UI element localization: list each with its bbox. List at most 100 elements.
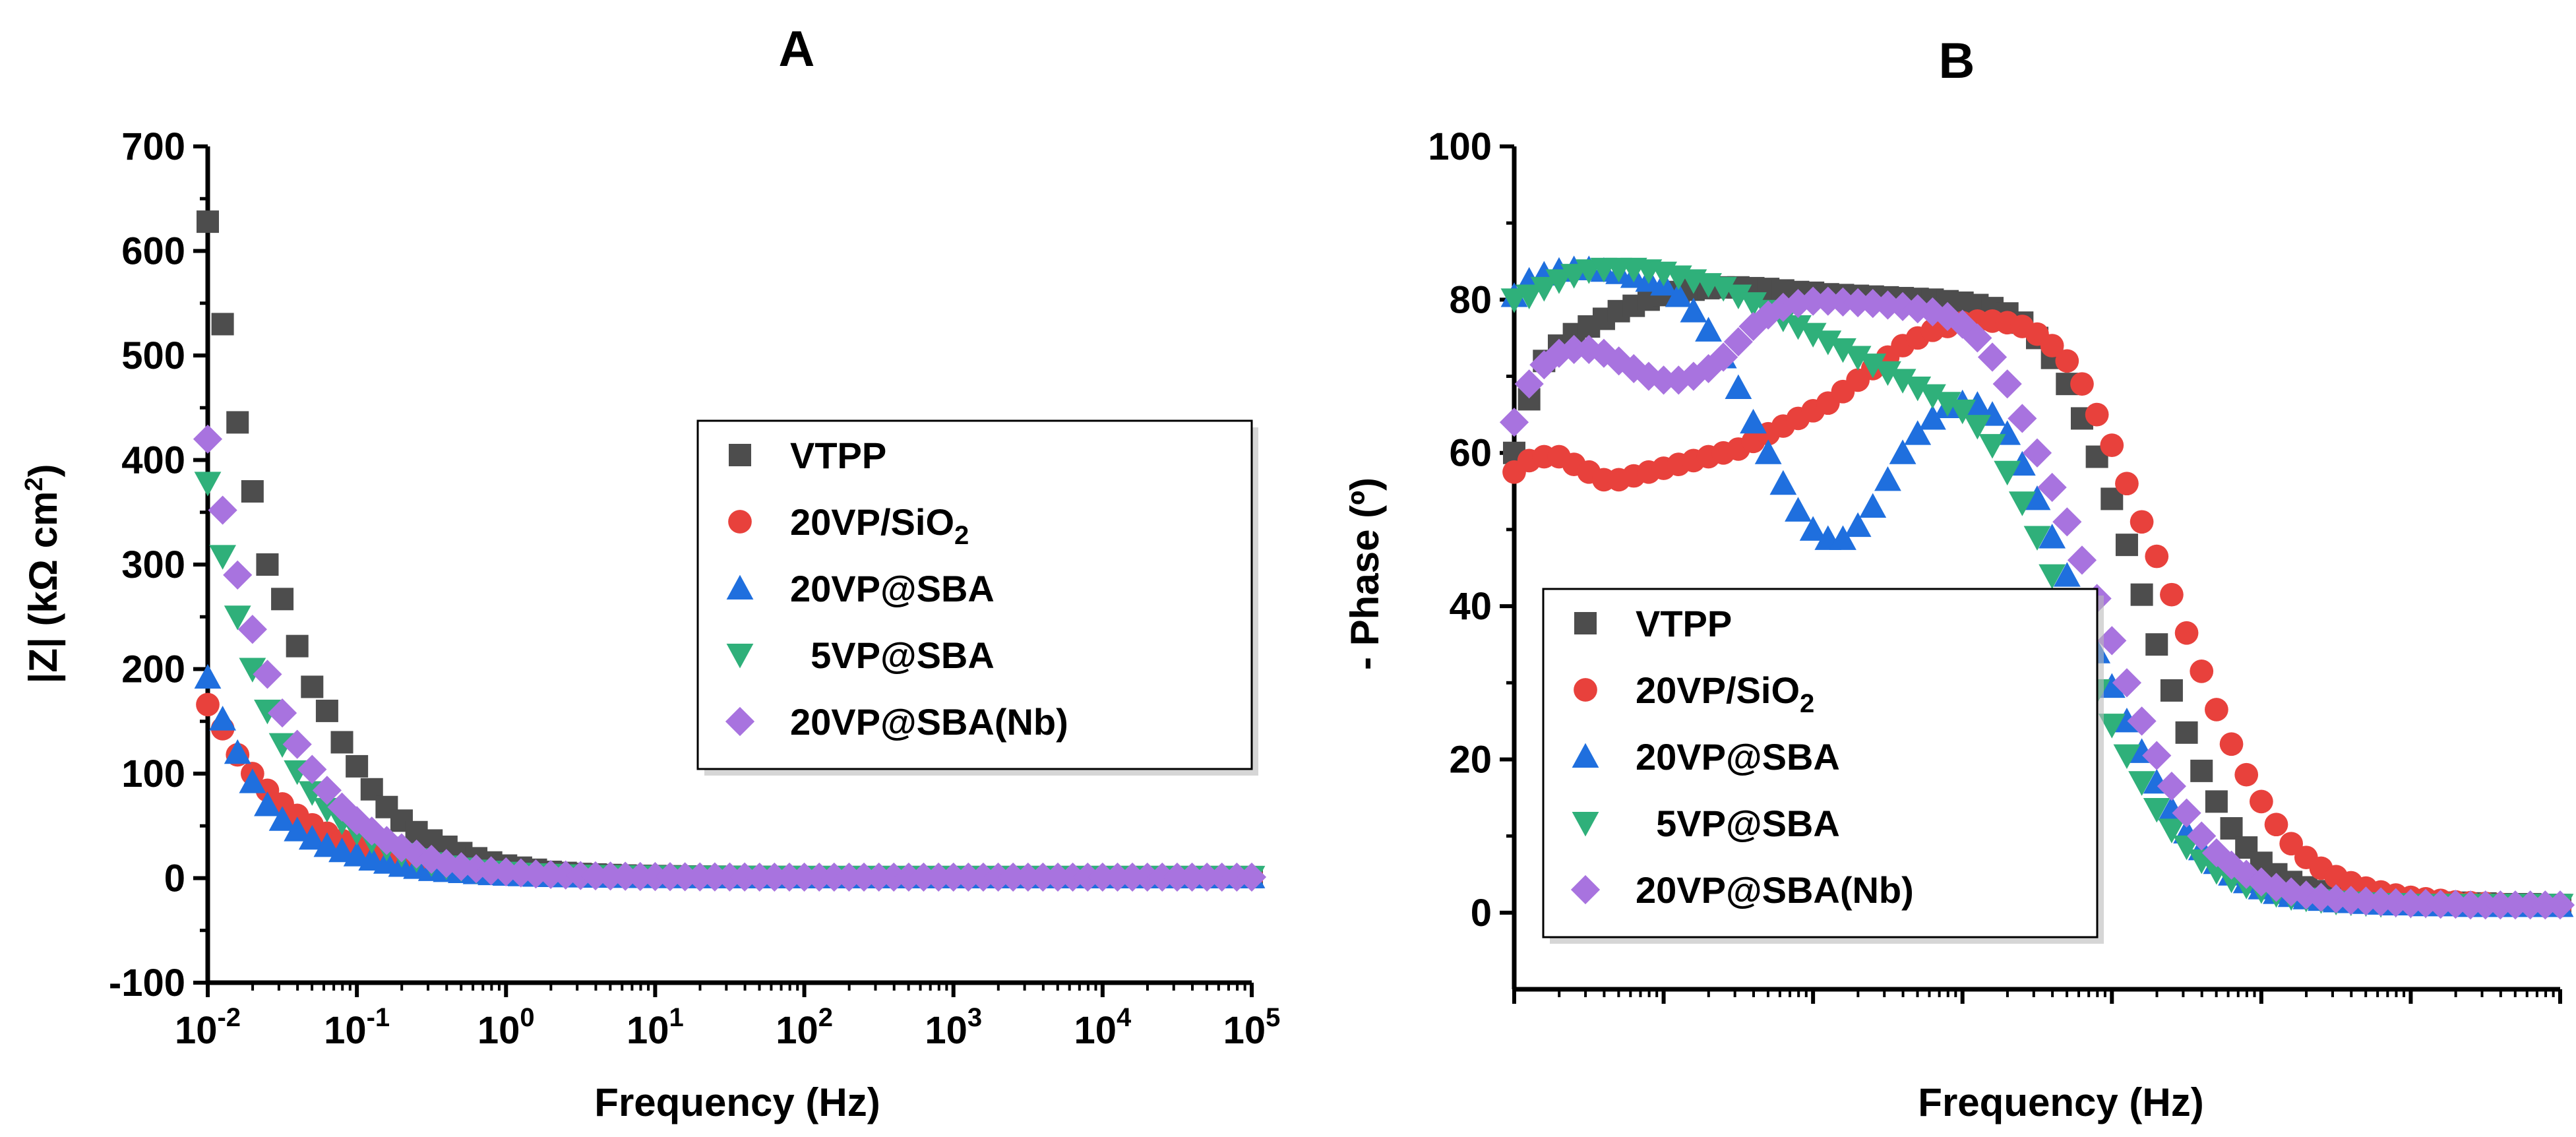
panel-b-point-20vp-sio2: [2040, 334, 2064, 357]
panel-a-point-20vp-sba-nb: [566, 861, 596, 890]
panel-b-point-20vp-sio2: [2115, 472, 2139, 496]
panel-a-point-20vp-sba-nb: [864, 862, 894, 892]
panel-b-point-20vp-sba-nb: [1873, 290, 1903, 320]
panel-b-point-5vp-sba: [1500, 288, 1528, 313]
panel-b-point-5vp-sba: [1545, 269, 1573, 294]
panel-a-point-20vp-sba-nb: [1222, 862, 1252, 892]
panel-a-point-20vp-sba-nb: [700, 862, 729, 892]
panel-b-point-5vp-sba: [1889, 369, 1917, 394]
panel-b-point-5vp-sba: [1963, 415, 1991, 440]
panel-b-point-20vp-sba: [1725, 374, 1752, 399]
panel-b-point-5vp-sba: [2098, 714, 2126, 739]
panel-b-point-5vp-sba: [1949, 399, 1977, 425]
panel-b-point-vtpp: [2220, 817, 2243, 840]
panel-b-y-tick-label: 20: [1449, 738, 1492, 781]
panel-b-legend-label: 20VP@SBA: [1636, 736, 1840, 778]
panel-a-legend-marker: [726, 644, 754, 669]
panel-b-point-20vp-sba-nb: [1649, 365, 1678, 395]
panel-a-point-20vp-sba-nb: [253, 660, 282, 689]
panel-b-point-5vp-sba: [1874, 361, 1901, 386]
panel-a-point-20vp-sba-nb: [1028, 862, 1058, 892]
panel-b-y-tick-label: 40: [1449, 585, 1492, 628]
panel-a-point-20vp-sba: [209, 706, 237, 731]
panel-b-point-20vp-sio2: [2264, 813, 2288, 837]
panel-a-x-axis-title: Frequency (Hz): [594, 1080, 880, 1124]
panel-a-point-20vp-sba: [224, 739, 251, 764]
panel-a-point-20vp-sba-nb: [1192, 862, 1222, 892]
panel-b-point-20vp-sio2: [2055, 349, 2079, 373]
panel-b-point-20vp-sba-nb: [2545, 890, 2575, 920]
panel-b-point-5vp-sba: [1934, 392, 1961, 417]
panel-a-point-20vp-sba-nb: [715, 862, 745, 892]
panel-a-legend-marker: [726, 574, 754, 599]
panel-b-point-5vp-sba: [2158, 818, 2186, 844]
panel-a-point-20vp-sba-nb: [745, 862, 774, 892]
panel-a-x-tick-label: 104: [1074, 1003, 1132, 1052]
panel-a-point-5vp-sba: [209, 545, 237, 570]
panel-b-point-5vp-sba: [1994, 460, 2021, 486]
panel-b-point-5vp-sba: [1725, 284, 1752, 309]
panel-a-point-20vp-sba-nb: [208, 495, 237, 525]
panel-a-point-vtpp: [346, 754, 369, 778]
panel-a-point-20vp-sba-nb: [1117, 862, 1148, 892]
panel-b-point-20vp-sba: [1785, 497, 1812, 522]
panel-a-point-20vp-sba-nb: [580, 861, 611, 891]
panel-b-point-20vp-sba-nb: [1499, 408, 1529, 437]
panel-a-y-ticks: -100 0 100 200 300 400 500 600 700: [109, 125, 208, 1004]
panel-a-point-20vp-sba-nb: [685, 862, 715, 892]
panel-a-point-20vp-sba-nb: [938, 862, 968, 892]
panel-b-point-5vp-sba: [1709, 276, 1737, 302]
panel-b-series-20vp-sba-nb: [1499, 286, 2575, 920]
panel-a-point-20vp-sba-nb: [417, 844, 446, 875]
panel-b-point-20vp-sba: [1904, 420, 1932, 445]
panel-a-point-20vp-sba-nb: [849, 862, 879, 892]
panel-a-point-20vp-sba-nb: [670, 862, 700, 892]
panel-b-point-20vp-sba-nb: [2515, 890, 2545, 920]
panel-a-point-vtpp: [256, 553, 279, 576]
panel-a-point-20vp-sba-nb: [223, 560, 253, 590]
panel-b-point-20vp-sba-nb: [1798, 286, 1828, 316]
panel-a-point-5vp-sba: [239, 658, 266, 683]
panel-a-legend-item: 20VP/SiO2: [728, 501, 969, 550]
panel-b-point-5vp-sba: [1978, 434, 2006, 459]
panel-b-point-20vp-sba-nb: [2052, 507, 2082, 537]
panel-a-point-20vp-sba: [343, 842, 371, 867]
panel-b-legend-item: 20VP/SiO2: [1574, 669, 1814, 718]
panel-a-point-20vp-sba-nb: [983, 862, 1013, 892]
panel-b-point-5vp-sba: [1814, 330, 1842, 355]
panel-a-point-20vp-sba-nb: [1013, 862, 1043, 892]
panel-a-y-axis-title: |Z| (kΩ cm2): [20, 464, 66, 684]
panel-b-point-20vp-sba: [1859, 493, 1887, 518]
panel-a-point-20vp-sba-nb: [640, 862, 670, 892]
panel-a-y-tick-label: 500: [121, 334, 185, 377]
panel-b-y-tick-label: 0: [1471, 892, 1492, 935]
panel-a-point-vtpp: [241, 480, 264, 503]
panel-a-point-20vp-sba-nb: [1103, 862, 1132, 892]
panel-b-point-20vp-sba-nb: [2172, 798, 2201, 828]
panel-a-legend-label: VTPP: [790, 435, 886, 476]
panel-b-point-20vp-sba-nb: [1709, 342, 1738, 372]
panel-a-point-vtpp: [301, 675, 324, 698]
panel-b-point-20vp-sba-nb: [2097, 626, 2127, 656]
panel-a-point-vtpp: [271, 588, 294, 611]
panel-b-point-20vp-sba-nb: [2455, 890, 2486, 920]
panel-b-point-20vp-sba-nb: [1619, 353, 1649, 384]
panel-b-point-20vp-sba-nb: [1963, 323, 1992, 353]
panel-b-point-20vp-sio2: [2160, 582, 2184, 607]
panel-b-legend: VTPP 20VP/SiO2 20VP@SBA 5VP@SBA 20VP@SBA(Nb…: [1542, 588, 2104, 944]
panel-a-point-20vp-sba: [313, 832, 341, 857]
panel-a-point-20vp-sba-nb: [730, 862, 760, 892]
panel-a-legend-label: 5VP@SBA: [790, 634, 995, 676]
panel-b-legend-marker: [1574, 612, 1597, 634]
panel-b-point-5vp-sba: [2023, 526, 2051, 551]
panel-b-legend-marker: [1572, 743, 1599, 768]
panel-a-point-20vp-sba-nb: [237, 615, 267, 644]
panel-b-point-vtpp: [2145, 633, 2168, 656]
panel-a-point-20vp-sba-nb: [834, 862, 864, 892]
panel-b-point-5vp-sba: [1560, 264, 1588, 289]
panel-a-legend-item: VTPP: [729, 435, 886, 476]
panel-b-point-20vp-sba-nb: [1754, 300, 1783, 330]
panel-a-point-20vp-sba: [254, 791, 281, 816]
panel-b-legend-label: 20VP@SBA(Nb): [1636, 869, 1914, 911]
